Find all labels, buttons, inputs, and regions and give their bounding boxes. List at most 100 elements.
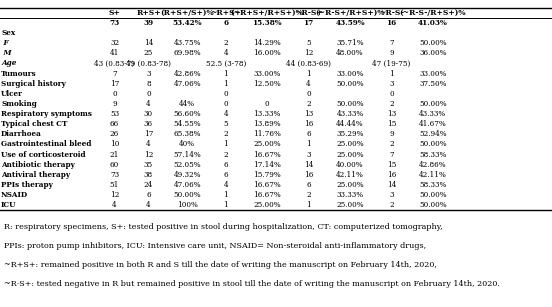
Text: 43 (0.83-7): 43 (0.83-7)	[94, 59, 135, 68]
Text: S+: S+	[109, 9, 120, 17]
Text: 17.14%: 17.14%	[253, 161, 281, 169]
Text: 0: 0	[389, 90, 394, 98]
Text: 53.42%: 53.42%	[172, 19, 202, 27]
Text: 50.00%: 50.00%	[419, 191, 447, 199]
Text: 15.79%: 15.79%	[253, 171, 281, 179]
Text: 16.00%: 16.00%	[253, 49, 281, 57]
Text: ICU: ICU	[1, 201, 17, 209]
Text: 1: 1	[306, 201, 311, 209]
Text: 14: 14	[304, 161, 313, 169]
Text: 1: 1	[224, 191, 228, 199]
Text: Surgical history: Surgical history	[1, 80, 66, 88]
Text: 47.06%: 47.06%	[173, 181, 201, 189]
Text: 13: 13	[304, 110, 313, 118]
Text: 6: 6	[224, 171, 228, 179]
Text: 50.00%: 50.00%	[419, 100, 447, 108]
Text: Tumours: Tumours	[1, 69, 37, 78]
Text: 2: 2	[224, 39, 228, 47]
Text: 60: 60	[110, 161, 119, 169]
Text: 4: 4	[146, 100, 151, 108]
Text: 57.14%: 57.14%	[173, 150, 201, 159]
Text: 2: 2	[224, 130, 228, 138]
Text: 42.11%: 42.11%	[419, 171, 447, 179]
Text: 5: 5	[224, 120, 228, 128]
Text: 6: 6	[223, 19, 229, 27]
Text: 13.89%: 13.89%	[253, 120, 281, 128]
Text: 25.00%: 25.00%	[336, 201, 364, 209]
Text: 9: 9	[389, 130, 394, 138]
Text: 50.00%: 50.00%	[173, 191, 201, 199]
Text: 32: 32	[110, 39, 119, 47]
Text: 16: 16	[386, 19, 396, 27]
Text: 1: 1	[224, 69, 228, 78]
Text: 2: 2	[306, 100, 311, 108]
Text: 0: 0	[224, 100, 228, 108]
Text: 41.67%: 41.67%	[419, 120, 447, 128]
Text: ~R+S+: ~R+S+	[210, 9, 241, 17]
Text: (~R+S+/R+S+)%: (~R+S+/R+S+)%	[231, 9, 304, 17]
Text: 36: 36	[144, 120, 153, 128]
Text: 13.33%: 13.33%	[253, 110, 281, 118]
Text: 12: 12	[144, 150, 153, 159]
Text: 52.94%: 52.94%	[419, 130, 447, 138]
Text: (~R-S+/R+S+)%: (~R-S+/R+S+)%	[315, 9, 385, 17]
Text: 43.33%: 43.33%	[419, 110, 447, 118]
Text: 16: 16	[387, 171, 396, 179]
Text: 26: 26	[110, 130, 119, 138]
Text: 2: 2	[306, 191, 311, 199]
Text: 37.50%: 37.50%	[419, 80, 447, 88]
Text: 35.71%: 35.71%	[336, 39, 364, 47]
Text: 25.00%: 25.00%	[336, 140, 364, 149]
Text: 1: 1	[306, 69, 311, 78]
Text: 7: 7	[389, 39, 394, 47]
Text: 41: 41	[110, 49, 119, 57]
Text: 0: 0	[265, 100, 269, 108]
Text: 65.38%: 65.38%	[173, 130, 201, 138]
Text: 33.33%: 33.33%	[336, 191, 364, 199]
Text: (~R-S-/R+S+)%: (~R-S-/R+S+)%	[400, 9, 466, 17]
Text: 3: 3	[306, 150, 311, 159]
Text: 1: 1	[224, 201, 228, 209]
Text: 42.11%: 42.11%	[336, 171, 364, 179]
Text: 73: 73	[110, 171, 119, 179]
Text: 16: 16	[304, 120, 313, 128]
Text: 47.06%: 47.06%	[173, 80, 201, 88]
Text: 1: 1	[306, 140, 311, 149]
Text: 2: 2	[224, 150, 228, 159]
Text: 4: 4	[306, 80, 311, 88]
Text: 50.00%: 50.00%	[336, 80, 364, 88]
Text: NSAID: NSAID	[1, 191, 28, 199]
Text: 15: 15	[387, 161, 396, 169]
Text: (R+S+/S+)%: (R+S+/S+)%	[160, 9, 214, 17]
Text: 39: 39	[144, 19, 153, 27]
Text: Use of corticosteroid: Use of corticosteroid	[1, 150, 86, 159]
Text: 25.00%: 25.00%	[253, 140, 281, 149]
Text: 40.00%: 40.00%	[336, 161, 364, 169]
Text: 4: 4	[146, 201, 151, 209]
Text: 33.00%: 33.00%	[336, 69, 364, 78]
Text: ~R+S+: remained positive in both R and S till the date of writing the manuscript: ~R+S+: remained positive in both R and S…	[4, 261, 437, 269]
Text: 2: 2	[389, 140, 394, 149]
Text: 25: 25	[144, 49, 153, 57]
Text: PPIs: proton pump inhibitors, ICU: Intensive care unit, NSAID= Non-steroidal ant: PPIs: proton pump inhibitors, ICU: Inten…	[4, 242, 427, 250]
Text: Typical chest CT: Typical chest CT	[1, 120, 67, 128]
Text: 1: 1	[389, 69, 394, 78]
Text: 14: 14	[144, 39, 153, 47]
Text: 25.00%: 25.00%	[253, 201, 281, 209]
Text: M: M	[1, 49, 12, 57]
Text: R: respiratory specimens, S+: tested positive in stool during hospitalization, C: R: respiratory specimens, S+: tested pos…	[4, 223, 443, 231]
Text: 43.33%: 43.33%	[336, 110, 364, 118]
Text: 44 (0.83-69): 44 (0.83-69)	[286, 59, 331, 68]
Text: 49.32%: 49.32%	[173, 171, 201, 179]
Text: 47 (19-75): 47 (19-75)	[372, 59, 411, 68]
Text: 24: 24	[144, 181, 153, 189]
Text: 58.33%: 58.33%	[419, 181, 447, 189]
Text: 35: 35	[144, 161, 153, 169]
Text: 52.5 (3-78): 52.5 (3-78)	[205, 59, 246, 68]
Text: 73: 73	[109, 19, 120, 27]
Text: 54.55%: 54.55%	[173, 120, 201, 128]
Text: 4: 4	[224, 110, 228, 118]
Text: 16.67%: 16.67%	[253, 150, 281, 159]
Text: 38: 38	[144, 171, 153, 179]
Text: 15.38%: 15.38%	[252, 19, 282, 27]
